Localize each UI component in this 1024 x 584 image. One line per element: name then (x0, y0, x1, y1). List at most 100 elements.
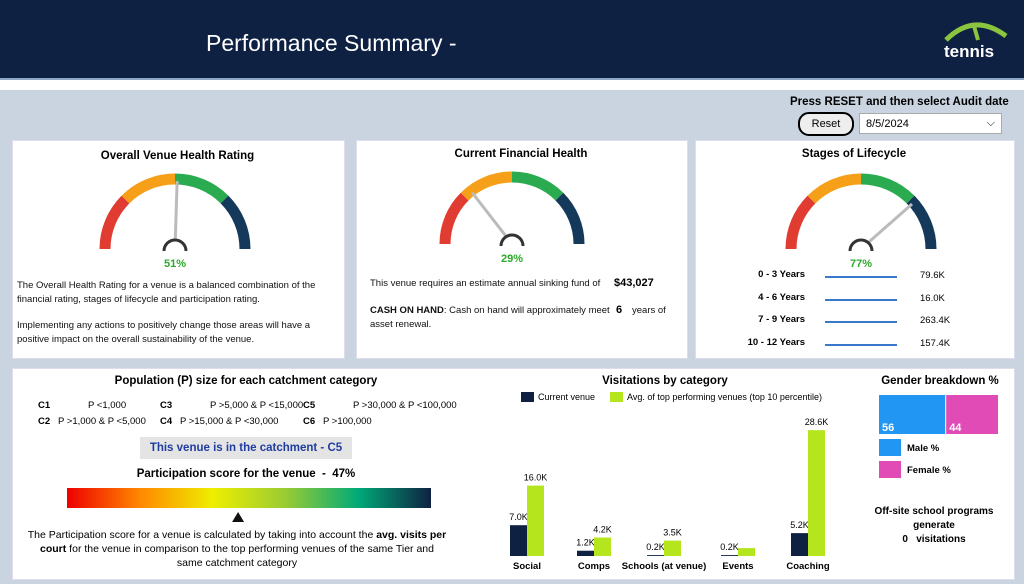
stage-label: 4 - 6 Years (758, 291, 805, 303)
category-rule: P >1,000 & P <5,000 (58, 416, 146, 427)
category-rule: P >5,000 & P <15,000 (210, 400, 304, 411)
gauge-hub (848, 238, 874, 252)
bar-label: 1.2K (576, 538, 595, 548)
gender-legend: Female % (907, 465, 951, 476)
logo-mark (944, 22, 1008, 42)
category-code: C3 (160, 400, 173, 411)
category-rule: P >30,000 & P <100,000 (353, 400, 457, 411)
gender-bar (946, 395, 998, 434)
bar-label: 0.2K (720, 542, 739, 552)
legend-label: Current venue (538, 392, 595, 402)
renewal-text: asset renewal. (370, 319, 432, 330)
bar (664, 540, 681, 556)
catchment: This venue is in the catchment - C5 (140, 437, 352, 459)
bar-label: 16.0K (524, 473, 548, 483)
bar-label: 0.2K (646, 542, 665, 552)
participation-scale (67, 488, 431, 508)
bar-label: 3.5K (663, 528, 682, 538)
category-label: Comps (578, 561, 610, 572)
participation-marker (232, 512, 245, 522)
header: Performance Summary - tennis (0, 0, 1024, 80)
legend-swatch (610, 392, 623, 402)
years: 6 (616, 304, 623, 316)
category-label: Coaching (786, 561, 829, 572)
stage-value: 263.4K (920, 315, 951, 326)
gauge-arc (555, 192, 585, 245)
bar (791, 533, 808, 556)
population-title: Population (P) size for each catchment c… (114, 375, 378, 387)
legend-label: Avg. of top performing venues (top 10 pe… (627, 392, 822, 402)
health-para: Implementing any actions to positively c… (17, 320, 311, 345)
stage-label: 0 - 3 Years (758, 269, 805, 280)
date-value: 8/5/2024 (866, 118, 909, 130)
gauge-hub (162, 238, 188, 252)
gauge-arc (511, 171, 564, 201)
years-text: years of (632, 305, 666, 316)
bar-label: 4.2K (593, 525, 612, 535)
gauge-needle (867, 202, 913, 244)
gauge-arc (439, 192, 469, 245)
gauge-value: 29% (501, 253, 523, 265)
bar (594, 537, 611, 556)
participation-label: Participation score for the venue - (136, 468, 326, 480)
category-code: C1 (38, 400, 51, 411)
bar (647, 555, 664, 556)
gender-title: Gender breakdown % (881, 375, 999, 387)
participation-score: 47% (332, 468, 356, 480)
dropdown-arrow: ⌵ (986, 117, 995, 129)
gauge-needle (173, 180, 179, 240)
stage-line (825, 321, 897, 323)
stage-value: 157.4K (920, 337, 951, 349)
logo: tennis (944, 42, 995, 61)
sinking-text: This venue requires an estimate annual s… (370, 278, 601, 289)
category-rule: P >15,000 & P <30,000 (180, 416, 279, 427)
reset-button[interactable]: Reset (798, 112, 854, 136)
stage-line (825, 343, 897, 346)
gender-bar (879, 395, 946, 434)
lifecycle-title: Stages of Lifecycle (801, 148, 907, 160)
stage-line (825, 298, 897, 301)
bar (577, 550, 594, 556)
offsite: Off-site school programs generate 0 visit… (870, 505, 998, 547)
gauge-arc (906, 195, 937, 250)
gauge-needle (470, 191, 508, 238)
offsite-text: visitations (916, 534, 966, 545)
page-title: Performance Summary - (206, 30, 457, 56)
category-code: C2 (38, 416, 51, 427)
gauge-arc (174, 173, 229, 204)
desc-bold: avg. visits per court (40, 529, 447, 555)
visitations-title: Visitations by category (602, 375, 728, 387)
category-code: C5 (303, 400, 316, 411)
stage-value: 79.6K (920, 270, 945, 281)
category-code: C6 (303, 416, 316, 427)
cash-text: : Cash on hand will approximately meet (443, 305, 610, 316)
health-title: Overall Venue Health Rating (100, 150, 255, 162)
offsite-value: 0 (902, 534, 908, 545)
financial-title: Current Financial Health (454, 148, 588, 160)
gauge-arc (99, 195, 130, 250)
bar (738, 548, 755, 556)
stage-line (825, 276, 897, 278)
gauge-hub (499, 233, 525, 247)
bar (527, 485, 544, 556)
category-rule: P <1,000 (88, 400, 127, 411)
bar (808, 430, 825, 556)
stage-label: 7 - 9 Years (758, 314, 805, 325)
date-dropdown[interactable]: 8/5/2024 ⌵ (859, 113, 1002, 134)
bar (721, 555, 738, 556)
participation-title: Participation score for the venue - 47% (60, 468, 432, 480)
gender-legend: Male % (907, 443, 940, 454)
bar-label: 7.0K (509, 512, 528, 522)
cash-label: CASH ON HAND (370, 305, 444, 316)
gauge-value: 77% (850, 258, 872, 270)
gauge-arc (220, 195, 251, 250)
gauge-arc (785, 195, 816, 250)
health-para: The Overall Health Rating for a venue is… (17, 280, 316, 305)
gender-value: 56 (882, 422, 894, 434)
category-code: C4 (160, 416, 173, 427)
desc-part: The Participation score for a venue is c… (27, 529, 377, 541)
gauge-arc (460, 171, 513, 201)
instruction: Press RESET and then select Audit date (790, 96, 1009, 108)
